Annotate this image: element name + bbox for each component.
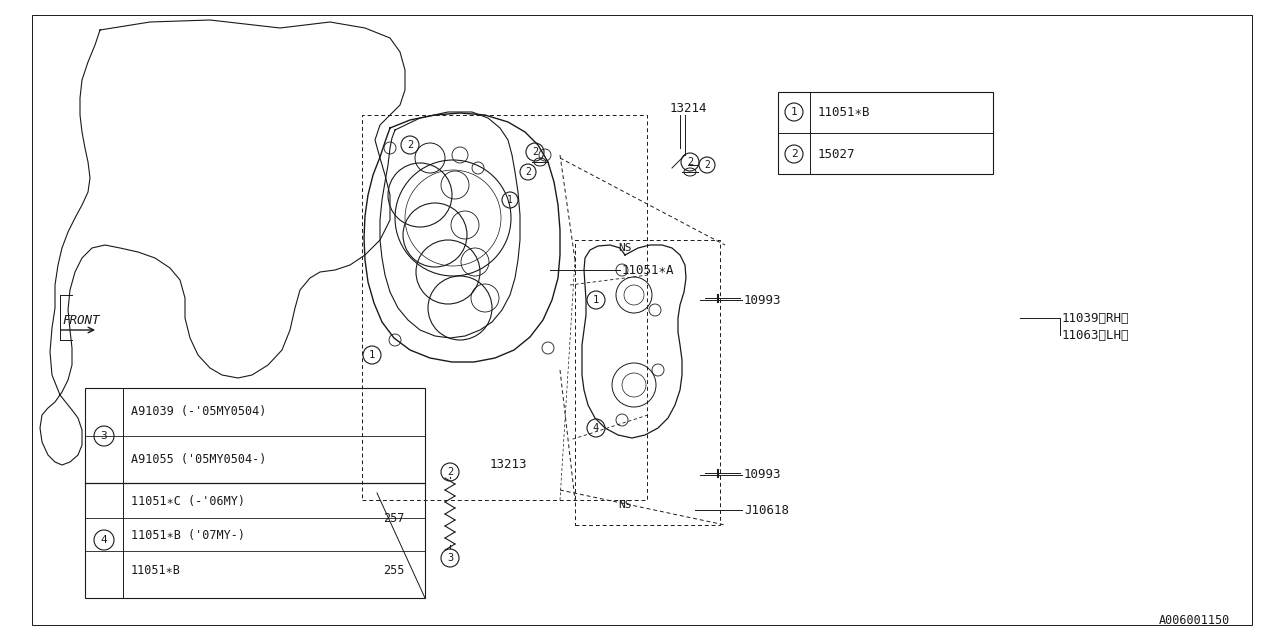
Text: NS: NS	[618, 500, 631, 510]
Text: 2: 2	[704, 160, 710, 170]
Text: FRONT: FRONT	[61, 314, 100, 326]
Text: 4: 4	[101, 535, 108, 545]
Text: 257: 257	[383, 511, 404, 525]
Text: NS: NS	[618, 243, 631, 253]
Text: 11051∗B ('07MY-): 11051∗B ('07MY-)	[131, 529, 244, 543]
Text: 2: 2	[687, 157, 694, 167]
Text: A006001150: A006001150	[1158, 614, 1230, 627]
Text: 15027: 15027	[818, 147, 855, 161]
Text: 11051∗B: 11051∗B	[131, 564, 180, 577]
Text: 1: 1	[507, 195, 513, 205]
Text: 10993: 10993	[744, 468, 782, 481]
Text: A91039 (-'05MY0504): A91039 (-'05MY0504)	[131, 406, 266, 419]
Text: 2: 2	[407, 140, 413, 150]
Text: 4: 4	[593, 423, 599, 433]
Text: 10993: 10993	[744, 294, 782, 307]
Text: 2: 2	[532, 147, 538, 157]
Text: 11051∗C (-'06MY): 11051∗C (-'06MY)	[131, 495, 244, 508]
Bar	[575, 240, 721, 525]
Text: 255: 255	[383, 564, 404, 577]
Text: A91055 ('05MY0504-): A91055 ('05MY0504-)	[131, 454, 266, 467]
Text: 3: 3	[101, 431, 108, 441]
Text: 1: 1	[593, 295, 599, 305]
Text: 3: 3	[447, 553, 453, 563]
Text: 11063〈LH〉: 11063〈LH〉	[1062, 328, 1129, 342]
Text: 13213: 13213	[490, 458, 527, 472]
Text: 1: 1	[791, 107, 797, 117]
Text: 2: 2	[791, 149, 797, 159]
Bar	[778, 92, 993, 174]
Bar	[84, 388, 425, 598]
Text: 2: 2	[525, 167, 531, 177]
Text: 1: 1	[369, 350, 375, 360]
Text: J10618: J10618	[744, 504, 788, 516]
Text: 13214: 13214	[669, 102, 708, 115]
Text: 11051∗A: 11051∗A	[622, 264, 675, 276]
Bar	[362, 115, 646, 500]
Text: 11051∗B: 11051∗B	[818, 106, 870, 118]
Text: 11039〈RH〉: 11039〈RH〉	[1062, 312, 1129, 324]
Text: 2: 2	[447, 467, 453, 477]
